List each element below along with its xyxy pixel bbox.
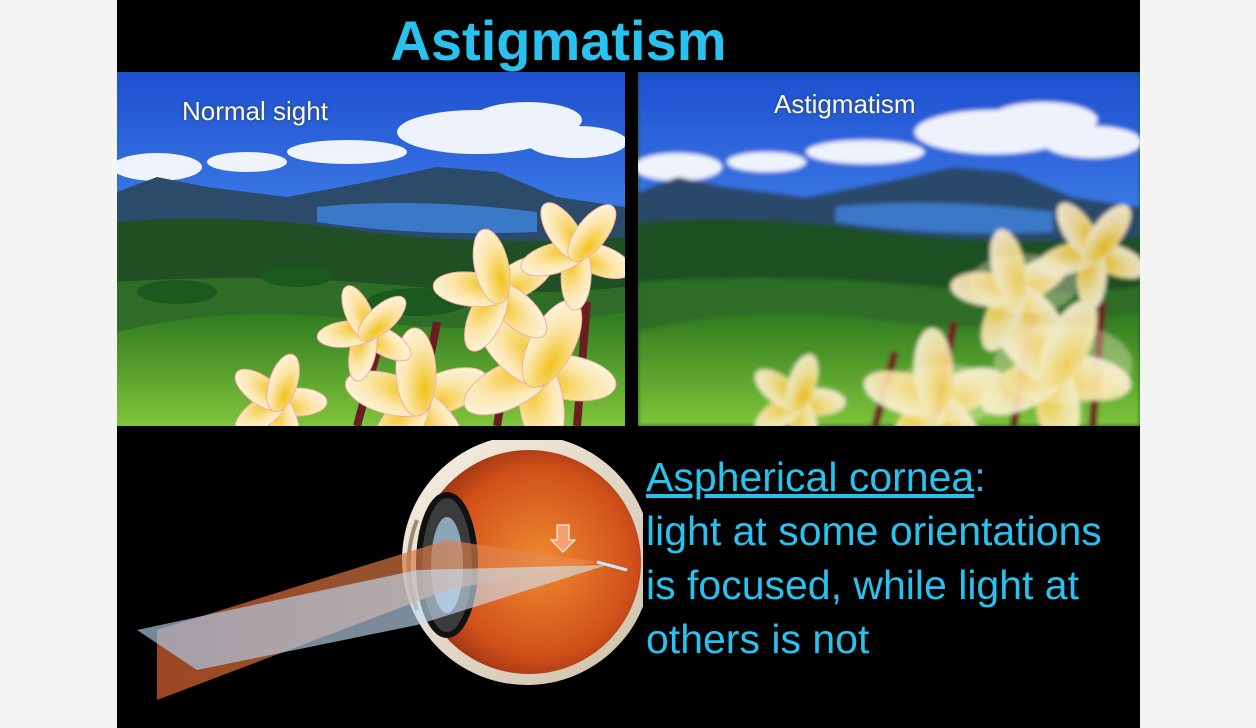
photo-label-astigmatism: Astigmatism bbox=[774, 89, 916, 119]
photo-normal-sight: Normal sight bbox=[117, 72, 625, 426]
caption: Aspherical cornea: light at some orientat… bbox=[646, 450, 1126, 666]
caption-term: Aspherical cornea bbox=[646, 454, 975, 500]
caption-colon: : bbox=[974, 454, 986, 500]
caption-body: light at some orientations is focused, w… bbox=[646, 508, 1102, 662]
photo-label-normal-sight: Normal sight bbox=[182, 96, 328, 126]
photo-astigmatism: Astigmatism bbox=[638, 72, 1140, 426]
eye-cross-section-icon bbox=[137, 440, 643, 700]
landscape-flowers-image bbox=[117, 72, 625, 426]
landscape-flowers-blurred-image bbox=[638, 72, 1140, 426]
slide: Astigmatism bbox=[117, 0, 1140, 728]
slide-title: Astigmatism bbox=[390, 9, 727, 72]
